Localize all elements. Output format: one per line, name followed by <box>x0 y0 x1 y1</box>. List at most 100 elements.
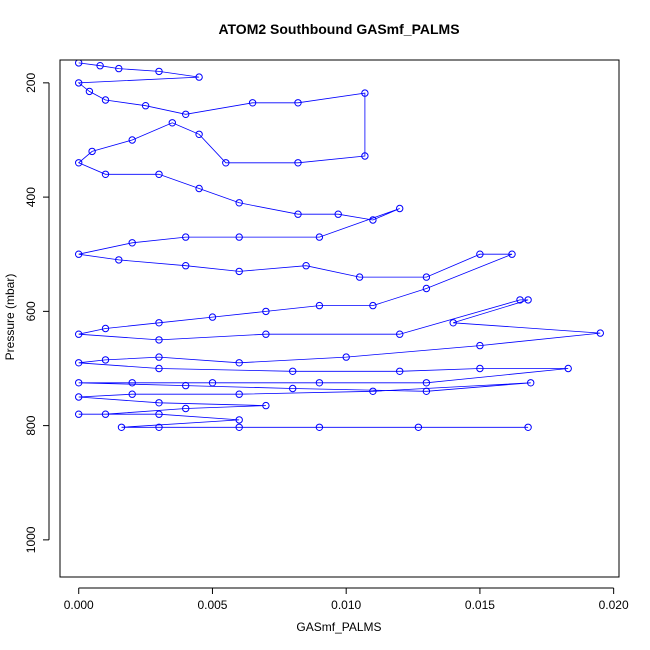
data-point <box>101 96 110 104</box>
data-point <box>75 330 83 338</box>
data-point <box>449 319 457 327</box>
x-tick-label: 0.015 <box>465 598 495 612</box>
data-point <box>128 379 136 387</box>
data-point <box>208 313 217 321</box>
data-point <box>155 410 163 418</box>
data-point <box>315 379 324 387</box>
data-point <box>315 233 324 241</box>
data-point <box>262 401 270 410</box>
data-point <box>369 387 377 395</box>
data-point <box>235 199 243 207</box>
data-point <box>195 130 203 139</box>
data-point <box>476 341 484 350</box>
data-point <box>361 89 369 97</box>
data-point <box>294 99 302 107</box>
data-point <box>262 307 270 316</box>
data-point <box>195 73 203 81</box>
y-tick-label: 1000 <box>24 526 38 553</box>
data-point <box>101 410 110 418</box>
data-point <box>75 159 83 167</box>
data-point <box>155 336 163 344</box>
x-tick-label: 0.020 <box>599 598 629 612</box>
data-point <box>182 404 190 413</box>
data-point <box>342 353 350 361</box>
x-tick-label: 0.000 <box>64 598 94 612</box>
data-point <box>516 296 524 304</box>
data-point <box>168 119 177 127</box>
data-point <box>369 216 377 224</box>
data-point <box>355 273 364 281</box>
data-point <box>289 367 297 375</box>
data-point <box>524 423 532 431</box>
data-point <box>182 262 190 270</box>
y-tick-label: 200 <box>24 73 38 93</box>
data-point <box>396 367 404 375</box>
data-point <box>315 423 324 431</box>
data-point <box>222 159 230 167</box>
plot-area <box>75 60 604 431</box>
data-point <box>262 330 270 338</box>
data-point <box>334 210 342 218</box>
data-point <box>235 423 243 431</box>
data-point <box>524 296 532 304</box>
x-tick-label: 0.010 <box>331 598 361 612</box>
data-point <box>294 159 302 167</box>
data-point <box>302 262 310 270</box>
plot-frame <box>59 59 620 578</box>
data-point <box>101 324 110 333</box>
y-axis-label: Pressure (mbar) <box>3 274 17 361</box>
data-point <box>155 399 163 407</box>
data-point <box>182 381 190 390</box>
data-point <box>248 99 257 107</box>
data-point <box>476 250 484 258</box>
chart-title: ATOM2 Southbound GASmf_PALMS <box>218 21 459 37</box>
data-point <box>182 110 190 119</box>
x-axis-label: GASmf_PALMS <box>296 620 381 634</box>
data-point <box>235 233 243 241</box>
data-point <box>155 353 163 361</box>
data-point <box>235 267 243 276</box>
data-point <box>128 390 136 398</box>
data-point <box>101 170 110 179</box>
data-point <box>396 204 404 213</box>
series-line <box>77 62 601 428</box>
data-point <box>596 329 604 337</box>
data-point <box>422 284 431 293</box>
data-point <box>96 61 104 70</box>
data-point <box>115 64 123 73</box>
data-point <box>289 384 297 393</box>
data-point <box>476 364 484 373</box>
data-point <box>155 364 163 373</box>
data-point <box>195 184 203 193</box>
y-tick-label: 600 <box>24 301 38 321</box>
data-point <box>75 359 83 367</box>
data-point <box>128 136 136 144</box>
data-point <box>182 233 190 241</box>
data-point <box>75 410 83 418</box>
data-point <box>208 379 217 387</box>
data-point <box>128 239 136 247</box>
data-point <box>75 250 83 258</box>
data-point <box>117 423 126 431</box>
axes: 0.000 0.005 0.010 0.015 0.020 200 400 600 800 100… <box>24 73 629 612</box>
data-point <box>396 330 404 338</box>
data-point <box>369 301 377 310</box>
data-point <box>361 152 369 160</box>
y-tick-label: 800 <box>24 415 38 435</box>
data-point <box>235 390 243 398</box>
data-point <box>422 387 431 395</box>
data-point <box>75 379 83 387</box>
data-point <box>235 359 243 367</box>
data-point <box>115 256 123 264</box>
data-point <box>75 79 83 87</box>
data-point <box>155 423 163 431</box>
data-point <box>88 147 96 156</box>
data-point <box>315 301 324 310</box>
data-point <box>155 67 163 76</box>
data-point <box>294 210 302 218</box>
y-tick-label: 400 <box>24 187 38 207</box>
data-point <box>564 364 572 373</box>
data-point <box>414 423 423 431</box>
data-point <box>508 250 516 258</box>
